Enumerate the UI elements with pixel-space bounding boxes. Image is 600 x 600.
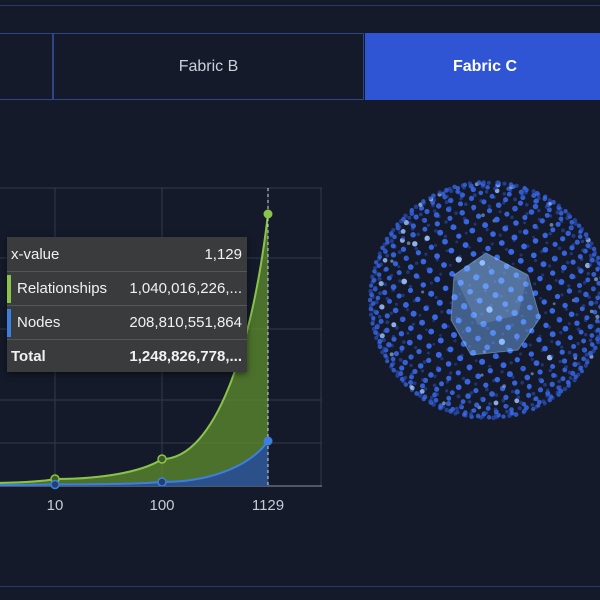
tab-fabric-c[interactable]: Fabric C — [365, 33, 600, 100]
tab-label: Fabric C — [452, 57, 517, 75]
relationships-area — [0, 214, 268, 486]
nodes-swatch — [7, 309, 11, 337]
tooltip-total-value: 1,248,826,778,... — [129, 348, 242, 365]
relationships-point-3 — [263, 209, 273, 219]
nodes-area — [0, 441, 268, 486]
relationships-swatch — [7, 275, 11, 303]
sphere-dots — [368, 180, 600, 421]
inner-polyhedron — [450, 252, 541, 356]
nodes-point-3 — [263, 436, 273, 446]
tab-label: Fabric B — [178, 57, 239, 75]
bottom-divider — [0, 586, 600, 587]
chart-tooltip: x-value 1,129 Relationships 1,040,016,22… — [7, 237, 247, 372]
tooltip-x-value: 1,129 — [204, 245, 242, 263]
nodes-point-1 — [50, 479, 60, 490]
nodes-line — [0, 440, 269, 486]
tooltip-x-label: x-value — [11, 245, 60, 263]
tooltip-relationships-value: 1,040,016,226,... — [129, 280, 242, 297]
tab-fabric-b[interactable]: Fabric B — [53, 33, 364, 100]
tooltip-relationships-label: Relationships — [17, 280, 108, 297]
tooltip-nodes-value: 208,810,551,864 — [129, 314, 242, 331]
top-divider — [0, 5, 600, 6]
tooltip-total-label: Total — [11, 348, 46, 365]
x-tick-label-1: 100 — [149, 497, 174, 514]
tooltip-nodes-label: Nodes — [17, 314, 61, 331]
nodes-point-2 — [157, 477, 167, 487]
relationships-point-2 — [157, 454, 167, 464]
tab-fabric-a[interactable] — [0, 33, 53, 100]
tooltip-relationships-row: Relationships 1,040,016,226,... — [7, 271, 247, 305]
polyhedron-facet — [454, 253, 528, 325]
tooltip-x-row: x-value 1,129 — [7, 237, 247, 271]
tooltip-nodes-row: Nodes 208,810,551,864 — [7, 305, 247, 339]
x-tick-label-0: 10 — [47, 497, 64, 514]
tooltip-total-row: Total 1,248,826,778,... — [7, 339, 247, 373]
x-tick-label-2: 1129 — [252, 497, 284, 514]
fabric-sphere-visualization[interactable] — [368, 165, 600, 445]
